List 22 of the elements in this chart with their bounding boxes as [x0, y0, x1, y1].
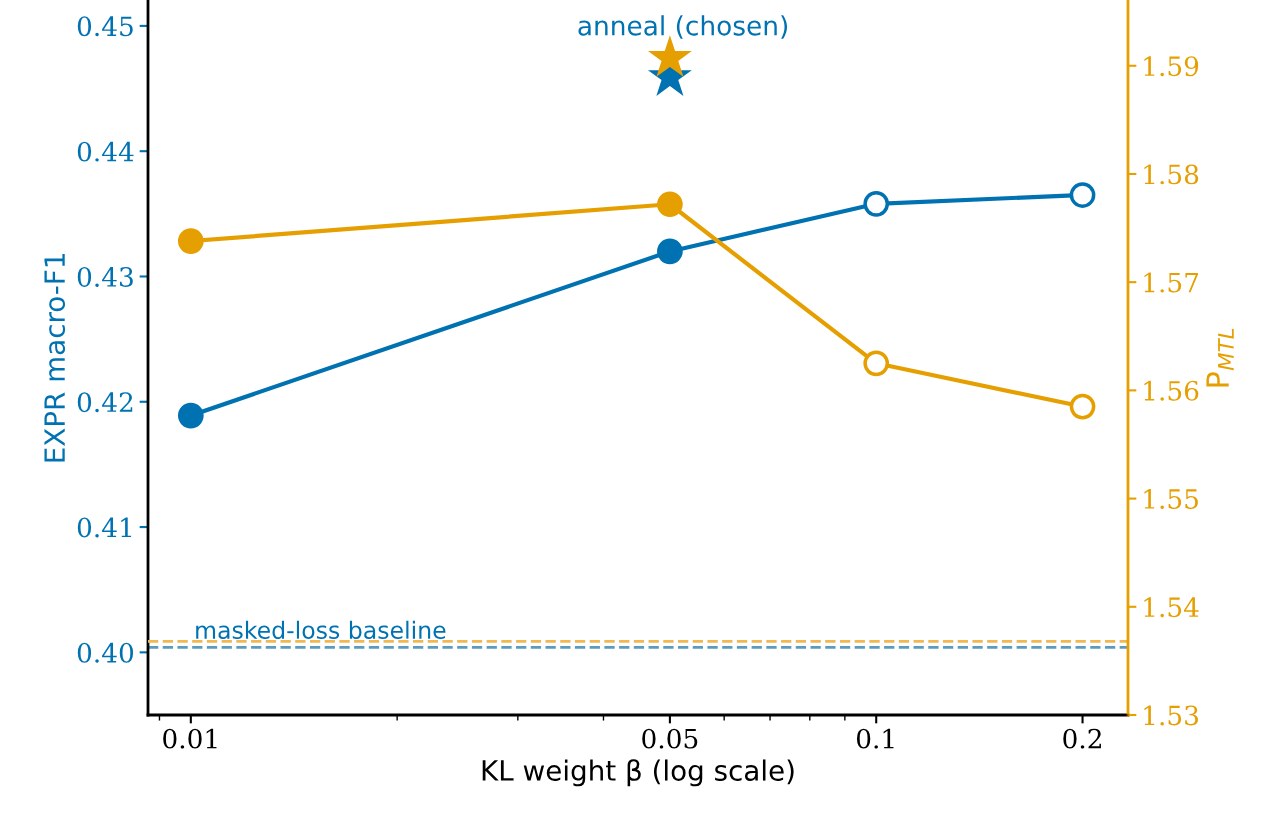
x-axis-title: KL weight β (log scale) [482, 759, 794, 787]
x-tick-label: 0.1 [856, 728, 894, 749]
y-tick-label: 0.44 [77, 141, 134, 162]
y2-tick-label: 1.59 [1144, 56, 1199, 77]
y2-tick-label: 1.57 [1144, 272, 1199, 293]
y2-tick-label: 1.55 [1144, 489, 1198, 509]
x-tick-label: 0.2 [1063, 728, 1101, 749]
y2-tick-label: 1.58 [1144, 164, 1199, 185]
annotation: anneal (chosen) [578, 15, 788, 39]
y-tick-label: 0.41 [77, 517, 132, 538]
x-tick-label: 0.05 [642, 728, 698, 749]
y2-tick-label: 1.56 [1144, 380, 1199, 401]
y-tick-label: 0.40 [77, 642, 134, 663]
y-tick-label: 0.45 [77, 16, 133, 37]
y-axis-title: EXPR macro-F1 [44, 254, 66, 462]
y2-axis-title: P$_{MTL}$ [1206, 328, 1234, 387]
y-tick-label: 0.43 [77, 266, 133, 287]
ref-line-label: masked-loss baseline [196, 620, 446, 640]
y2-tick-label: 1.53 [1144, 705, 1198, 726]
y2-tick-label: 1.54 [1144, 597, 1199, 618]
y-tick-label: 0.42 [77, 392, 133, 413]
x-tick-label: 0.01 [163, 728, 217, 749]
